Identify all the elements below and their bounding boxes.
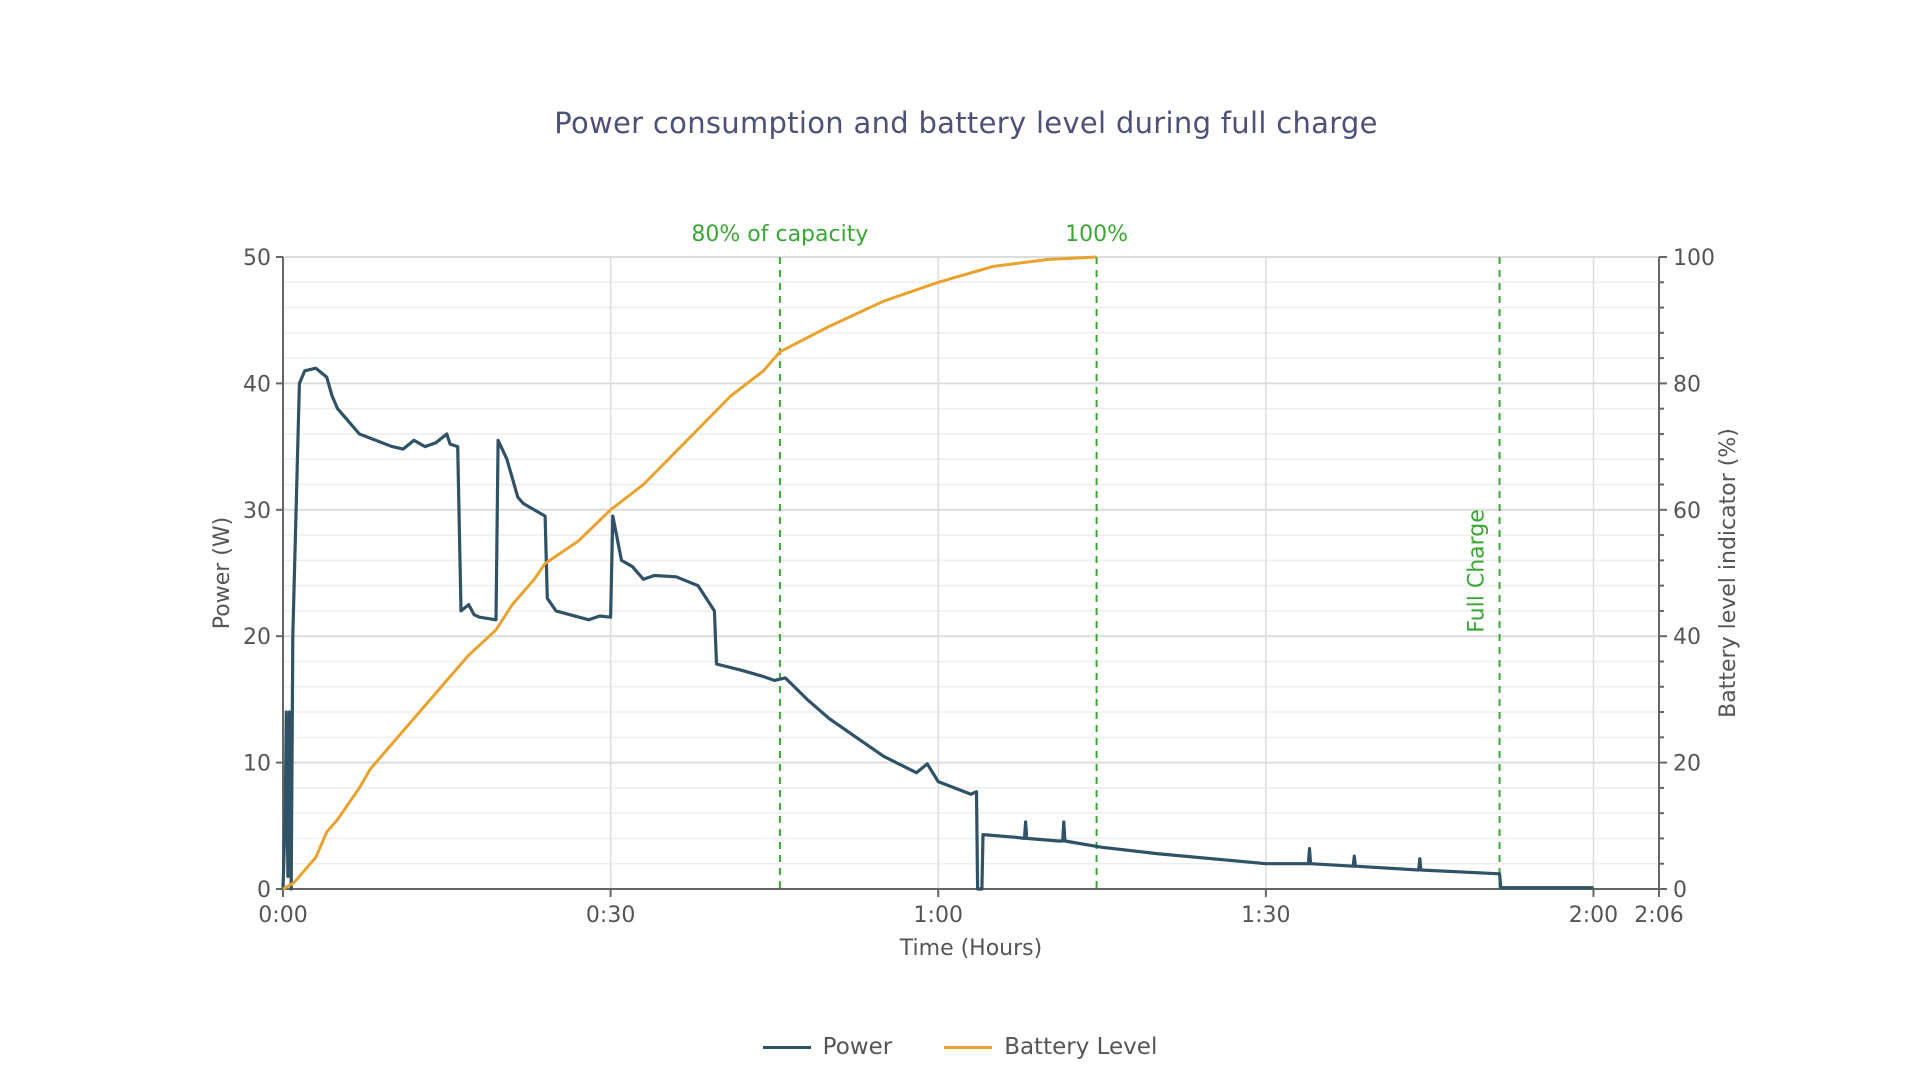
x-tick-label: 2:00 bbox=[1569, 903, 1618, 928]
y2-tick-label: 80 bbox=[1673, 372, 1701, 397]
annotation-label: 80% of capacity bbox=[691, 222, 868, 247]
y-axis-label: Power (W) bbox=[210, 517, 235, 629]
x-tick-label: 2:06 bbox=[1634, 903, 1683, 928]
series-line-power bbox=[281, 366, 1594, 891]
y-tick-label: 20 bbox=[243, 625, 271, 650]
legend-label-battery: Battery Level bbox=[1004, 1034, 1158, 1060]
gridlines bbox=[283, 256, 1659, 890]
axes: 0 10 20 30 40 50 0 20 40 60 80 100 0:00 0:30 1:00 1:30 2… bbox=[243, 246, 1715, 928]
y2-tick-label: 0 bbox=[1673, 878, 1687, 903]
y2-tick-label: 20 bbox=[1673, 752, 1701, 777]
x-tick-label: 1:30 bbox=[1241, 903, 1290, 928]
x-axis-label: Time (Hours) bbox=[899, 936, 1042, 961]
x-tick-label: 1:00 bbox=[914, 903, 963, 928]
legend-item-battery[interactable]: Battery Level bbox=[944, 1034, 1157, 1060]
x-tick-label: 0:00 bbox=[258, 903, 307, 928]
y-tick-label: 40 bbox=[243, 372, 271, 397]
y-tick-label: 30 bbox=[243, 499, 271, 524]
annotation-label: 100% bbox=[1065, 222, 1128, 247]
y2-tick-label: 100 bbox=[1673, 246, 1715, 271]
chart-title: Power consumption and battery level duri… bbox=[554, 106, 1378, 140]
y-tick-label: 50 bbox=[243, 246, 271, 271]
series-lines bbox=[281, 255, 1594, 891]
y2-axis-label: Battery level indicator (%) bbox=[1716, 428, 1741, 718]
legend-swatch-battery bbox=[944, 1045, 993, 1049]
legend-label-power: Power bbox=[822, 1034, 893, 1060]
y2-tick-label: 60 bbox=[1673, 499, 1701, 524]
legend-swatch-power bbox=[762, 1045, 811, 1049]
x-tick-label: 0:30 bbox=[586, 903, 635, 928]
y-tick-label: 10 bbox=[243, 752, 271, 777]
y2-tick-label: 40 bbox=[1673, 625, 1701, 650]
legend: Power Battery Level bbox=[0, 1034, 1920, 1060]
series-line-battery-level bbox=[282, 255, 1097, 891]
legend-item-power[interactable]: Power bbox=[762, 1034, 893, 1060]
annotations: 80% of capacity 100% Full Charge bbox=[691, 222, 1501, 889]
annotation-label: Full Charge bbox=[1465, 509, 1490, 633]
y-tick-label: 0 bbox=[257, 878, 271, 903]
